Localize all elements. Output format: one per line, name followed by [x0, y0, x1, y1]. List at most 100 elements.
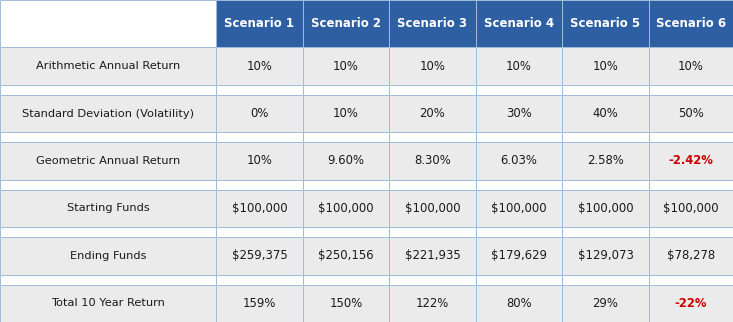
Text: 80%: 80%	[507, 297, 531, 310]
Bar	[476, 190, 562, 227]
Bar	[216, 132, 303, 142]
Text: Ending Funds: Ending Funds	[70, 251, 147, 261]
Bar	[389, 190, 476, 227]
Text: 50%: 50%	[678, 107, 704, 120]
Bar	[562, 285, 649, 322]
Bar	[0, 190, 216, 227]
Bar	[476, 237, 562, 275]
Text: 20%: 20%	[419, 107, 446, 120]
Bar	[389, 275, 476, 285]
Bar	[476, 142, 562, 180]
Text: $179,629: $179,629	[491, 249, 547, 262]
Bar	[303, 0, 389, 47]
Text: -22%: -22%	[674, 297, 707, 310]
Text: $100,000: $100,000	[663, 202, 718, 215]
Bar	[562, 190, 649, 227]
Bar	[216, 180, 303, 190]
Bar	[389, 0, 476, 47]
Bar	[562, 47, 649, 85]
Text: Scenario 5: Scenario 5	[570, 17, 641, 30]
Bar	[303, 85, 389, 95]
Bar	[476, 132, 562, 142]
Bar	[216, 285, 303, 322]
Text: Geometric Annual Return: Geometric Annual Return	[36, 156, 180, 166]
Bar	[216, 237, 303, 275]
Bar	[389, 85, 476, 95]
Bar	[0, 142, 216, 180]
Bar	[476, 227, 562, 237]
Bar	[476, 180, 562, 190]
Bar	[216, 227, 303, 237]
Bar	[0, 285, 216, 322]
Bar	[389, 237, 476, 275]
Text: Starting Funds: Starting Funds	[67, 204, 150, 213]
Text: $100,000: $100,000	[491, 202, 547, 215]
Text: Arithmetic Annual Return: Arithmetic Annual Return	[36, 61, 180, 71]
Bar	[0, 85, 216, 95]
Bar	[303, 190, 389, 227]
Text: 10%: 10%	[419, 60, 446, 73]
Bar	[649, 142, 733, 180]
Text: 29%: 29%	[592, 297, 619, 310]
Text: Scenario 2: Scenario 2	[311, 17, 381, 30]
Bar	[649, 227, 733, 237]
Bar	[476, 85, 562, 95]
Bar	[562, 132, 649, 142]
Text: Total 10 Year Return: Total 10 Year Return	[51, 298, 165, 308]
Bar	[389, 180, 476, 190]
Bar	[562, 180, 649, 190]
Text: $259,375: $259,375	[232, 249, 287, 262]
Text: 40%: 40%	[592, 107, 619, 120]
Text: Scenario 4: Scenario 4	[484, 17, 554, 30]
Bar	[303, 132, 389, 142]
Text: 159%: 159%	[243, 297, 276, 310]
Bar	[562, 95, 649, 132]
Bar	[476, 95, 562, 132]
Text: Scenario 6: Scenario 6	[656, 17, 726, 30]
Text: -2.42%: -2.42%	[668, 155, 713, 167]
Bar	[649, 275, 733, 285]
Text: 2.58%: 2.58%	[587, 155, 624, 167]
Text: 10%: 10%	[246, 60, 273, 73]
Bar	[389, 95, 476, 132]
Bar	[389, 227, 476, 237]
Text: $221,935: $221,935	[405, 249, 460, 262]
Text: $250,156: $250,156	[318, 249, 374, 262]
Bar	[303, 95, 389, 132]
Text: 9.60%: 9.60%	[328, 155, 364, 167]
Text: 8.30%: 8.30%	[414, 155, 451, 167]
Bar	[649, 47, 733, 85]
Bar	[649, 190, 733, 227]
Text: Scenario 3: Scenario 3	[397, 17, 468, 30]
Text: 10%: 10%	[506, 60, 532, 73]
Bar	[0, 275, 216, 285]
Text: 0%: 0%	[250, 107, 269, 120]
Bar	[303, 275, 389, 285]
Bar	[303, 47, 389, 85]
Bar	[649, 85, 733, 95]
Bar	[389, 142, 476, 180]
Bar	[216, 95, 303, 132]
Bar	[216, 0, 303, 47]
Bar	[0, 47, 216, 85]
Text: 10%: 10%	[333, 60, 359, 73]
Bar	[0, 180, 216, 190]
Text: 150%: 150%	[329, 297, 363, 310]
Bar	[649, 132, 733, 142]
Bar	[649, 0, 733, 47]
Bar	[562, 85, 649, 95]
Text: $100,000: $100,000	[232, 202, 287, 215]
Bar	[562, 0, 649, 47]
Bar	[0, 95, 216, 132]
Bar	[649, 180, 733, 190]
Bar	[389, 132, 476, 142]
Text: 10%: 10%	[246, 155, 273, 167]
Bar	[476, 47, 562, 85]
Bar	[649, 95, 733, 132]
Text: Scenario 1: Scenario 1	[224, 17, 295, 30]
Bar	[216, 85, 303, 95]
Text: $100,000: $100,000	[318, 202, 374, 215]
Text: 10%: 10%	[333, 107, 359, 120]
Bar	[0, 132, 216, 142]
Text: 10%: 10%	[592, 60, 619, 73]
